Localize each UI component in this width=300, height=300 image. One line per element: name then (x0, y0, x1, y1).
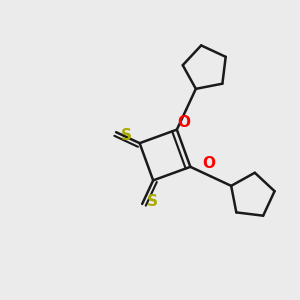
Text: S: S (121, 128, 132, 143)
Text: O: O (178, 115, 190, 130)
Text: S: S (147, 194, 158, 209)
Text: O: O (202, 156, 215, 171)
